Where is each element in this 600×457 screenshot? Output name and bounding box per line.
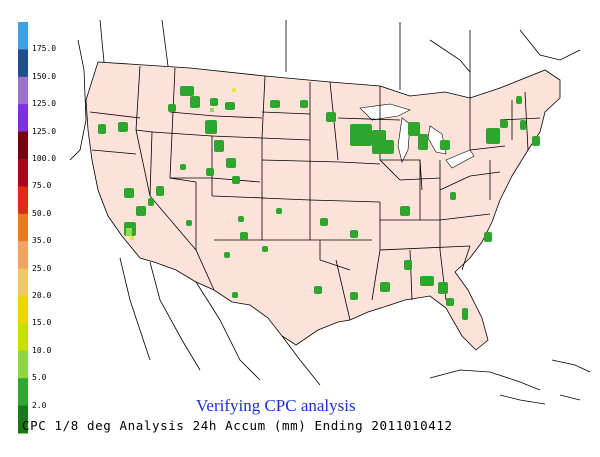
precip-patch <box>214 140 224 152</box>
precip-patch <box>418 134 428 150</box>
legend-label: 75.0 <box>32 181 52 191</box>
precip-patch <box>320 218 328 226</box>
legend-swatch <box>18 405 28 434</box>
legend-label: 2.0 <box>32 400 47 410</box>
precip-patch <box>350 124 372 146</box>
precip-patch <box>205 120 217 134</box>
precip-patch <box>136 206 146 216</box>
legend-swatch <box>18 378 28 407</box>
precip-patch <box>98 124 106 134</box>
legend-label: 50.0 <box>32 208 52 218</box>
legend-label: 20.0 <box>32 291 52 300</box>
legend-swatch <box>18 76 28 105</box>
precip-patch <box>446 298 454 306</box>
legend-label: 5.0 <box>32 373 47 383</box>
precip-patch <box>380 282 390 292</box>
precip-patch <box>180 164 186 170</box>
legend-swatch <box>18 186 28 215</box>
precip-patch <box>372 130 386 154</box>
legend-label: 175.0 <box>32 44 57 54</box>
precip-patches <box>98 86 540 320</box>
precip-patch <box>190 96 200 108</box>
lake-superior <box>359 103 411 121</box>
precip-patch <box>484 232 492 242</box>
precip-patch <box>276 208 282 214</box>
precip-highlight <box>126 228 132 236</box>
precip-patch <box>225 102 235 110</box>
legend-label: 15.0 <box>32 318 52 328</box>
precip-patch <box>124 188 134 198</box>
precip-patch <box>400 206 410 216</box>
precip-highlight <box>210 108 214 112</box>
legend-swatch <box>18 159 28 187</box>
precip-patch <box>520 120 526 130</box>
precip-patch <box>532 136 540 146</box>
precip-patch <box>156 186 164 196</box>
legend-label: 25.0 <box>32 263 52 273</box>
precip-patch <box>314 286 322 294</box>
precip-patch <box>262 246 268 252</box>
precip-patch <box>226 158 236 168</box>
precip-patch <box>300 100 308 108</box>
legend-label: 100.0 <box>32 154 57 163</box>
precip-patch <box>326 112 336 122</box>
precip-patch <box>350 292 358 300</box>
precip-patch <box>224 252 230 258</box>
legend-label: 10.0 <box>32 345 52 355</box>
lake-erie <box>445 149 475 169</box>
legend-swatch <box>18 49 28 78</box>
legend-swatch <box>18 104 28 133</box>
precip-patch <box>516 96 522 104</box>
precip-patch <box>350 230 358 238</box>
legend-swatch <box>18 323 28 352</box>
precip-patch <box>408 122 420 136</box>
neighbor-borders <box>69 19 591 405</box>
precip-patch <box>180 86 194 96</box>
map-caption: Verifying CPC analysis <box>196 396 356 415</box>
precip-patch <box>462 308 468 320</box>
precip-patch <box>438 282 448 294</box>
precip-patch <box>232 176 240 184</box>
precip-patch <box>118 122 128 132</box>
precip-patch <box>486 128 500 144</box>
map-footer-title: CPC 1/8 deg Analysis 24h Accum (mm) Endi… <box>22 418 453 433</box>
precip-patch <box>500 120 508 128</box>
precip-patch <box>440 140 450 150</box>
precip-patch <box>238 216 244 222</box>
precip-patch <box>168 104 176 112</box>
precip-patch <box>186 220 192 226</box>
legend-swatch <box>18 22 28 50</box>
legend-label: 150.0 <box>32 71 57 81</box>
state-borders <box>85 61 561 351</box>
precip-patch <box>450 192 456 200</box>
legend-color-bar <box>18 22 28 434</box>
us-land-fill <box>86 62 560 350</box>
precip-patch <box>148 198 154 206</box>
precip-patch <box>232 292 238 298</box>
precip-highlight <box>232 88 236 92</box>
legend-swatch <box>18 241 28 270</box>
precip-patch <box>240 232 248 240</box>
legend-swatch <box>18 213 28 242</box>
legend-label: 35.0 <box>32 236 52 246</box>
precip-patch <box>384 140 394 154</box>
legend-swatch <box>18 268 28 297</box>
legend-swatch <box>18 296 28 324</box>
precip-highlight <box>130 236 134 240</box>
precip-patch <box>206 168 214 176</box>
precip-patch <box>420 276 434 286</box>
precip-patch <box>210 98 218 106</box>
precip-patch <box>270 100 280 108</box>
legend-label: 125.0 <box>32 126 57 136</box>
precip-patch <box>404 260 412 270</box>
legend-label: 125.0 <box>32 99 57 109</box>
legend-swatch <box>18 131 28 160</box>
legend-swatch <box>18 350 28 379</box>
